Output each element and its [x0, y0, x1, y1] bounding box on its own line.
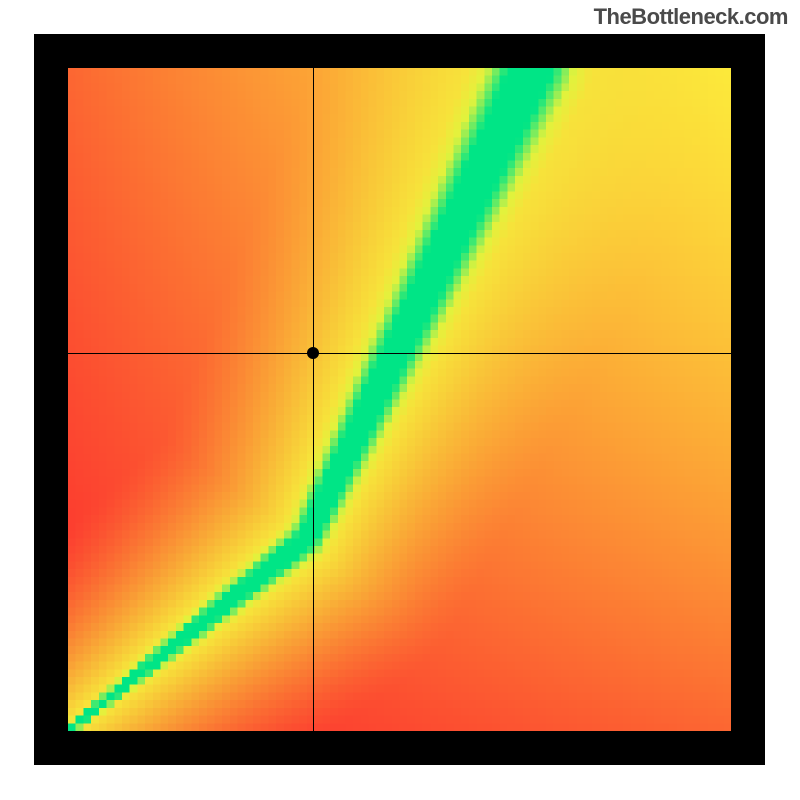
chart-container: TheBottleneck.com	[0, 0, 800, 800]
crosshair-horizontal	[68, 353, 731, 354]
crosshair-vertical	[313, 68, 314, 731]
plot-frame	[34, 34, 765, 765]
data-point-marker	[307, 347, 319, 359]
heatmap-canvas	[68, 68, 731, 731]
attribution-text: TheBottleneck.com	[594, 4, 788, 30]
